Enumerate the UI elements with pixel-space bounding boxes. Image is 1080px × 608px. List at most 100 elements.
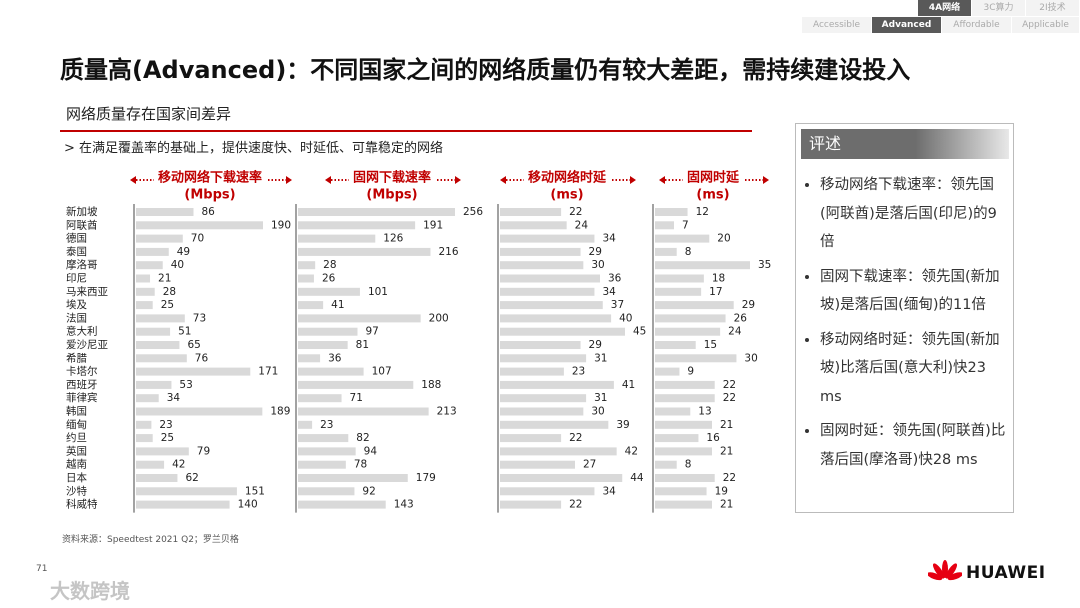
bar [298,208,455,216]
value-label: 42 [172,459,185,471]
bar [136,287,155,296]
value-label: 16 [706,432,720,444]
value-label: 30 [591,406,604,418]
value-label: 30 [744,352,757,364]
bar [298,434,349,443]
value-label: 97 [365,326,378,338]
bar [655,380,715,389]
bar [298,474,408,482]
bar [298,274,314,283]
bar [500,301,603,310]
value-label: 140 [238,499,258,511]
bar [136,500,230,509]
bar [655,500,712,509]
value-label: 31 [594,392,607,404]
bar [298,221,416,230]
value-label: 35 [758,259,771,271]
value-label: 34 [602,485,616,497]
bar [655,434,699,443]
value-label: 70 [191,233,204,245]
value-label: 31 [594,352,607,364]
bar [298,247,431,256]
header-arrow [455,176,462,184]
chart-title: 移动网络时延 [528,170,607,186]
bar [500,234,595,243]
category-label: 越南 [66,458,87,471]
bar [298,327,358,336]
bar [298,367,364,376]
value-label: 23 [159,419,172,431]
category-label: 摩洛哥 [66,258,98,271]
bar [655,367,680,376]
value-label: 21 [720,445,733,457]
comment-item: 固网时延：领先国(阿联酋)比落后国(摩洛哥)快28 ms [820,417,1007,474]
bar [500,380,614,389]
logo: HUAWEI [966,563,1046,583]
header-arrow [286,176,293,184]
nav-tab[interactable]: 2I技术 [1026,0,1080,16]
bar [500,287,595,296]
bar [136,407,263,416]
bar [136,327,171,336]
bar [136,234,183,243]
category-label: 马来西亚 [66,286,108,298]
page-number: 71 [36,564,48,574]
section-title: 网络质量存在国家间差异 [66,105,232,123]
bar [655,447,712,456]
bar [298,314,421,323]
value-label: 94 [364,445,378,457]
header-arrow [630,176,637,184]
nav-subtab[interactable]: Applicable [1012,17,1080,33]
value-label: 82 [356,432,369,444]
bar [298,500,386,509]
title: 质量高(Advanced)：不同国家之间的网络质量仍有较大差距，需持续建设投入 [60,56,911,84]
value-label: 28 [323,259,336,271]
value-label: 73 [193,312,206,324]
category-label: 菲律宾 [66,391,98,404]
value-label: 8 [685,459,692,471]
bar [655,420,712,429]
bar [298,460,346,469]
bar [136,447,189,456]
chart-unit: (Mbps) [184,188,235,203]
bar [500,394,587,403]
bar [500,261,584,270]
nav-subtab[interactable]: Accessible [802,17,872,33]
bar [500,420,609,429]
bar [655,261,750,270]
header-arrow [499,176,506,184]
bar [298,447,356,456]
bar [136,460,165,469]
value-label: 7 [682,219,689,231]
nav-tab[interactable]: 4A网络 [918,0,972,16]
nav-subtab[interactable]: Advanced [872,17,942,33]
value-label: 12 [696,206,709,218]
value-label: 8 [685,246,692,258]
value-label: 24 [728,326,742,338]
nav-subtab[interactable]: Affordable [942,17,1012,33]
chart-unit: (ms) [696,188,729,203]
bar [298,341,348,349]
value-label: 26 [734,312,748,324]
nav-tab[interactable]: 3C算力 [972,0,1026,16]
bar [655,221,674,230]
bar [500,354,587,363]
bar [136,274,151,283]
value-label: 29 [589,339,602,351]
bar [500,314,612,323]
value-label: 25 [161,432,174,444]
bar [298,394,342,403]
value-label: 65 [187,339,200,351]
value-label: 21 [158,273,171,285]
bar [298,487,355,496]
bar [655,327,721,336]
category-label: 印尼 [66,273,87,285]
category-label: 埃及 [66,298,87,311]
value-label: 40 [619,312,632,324]
value-label: 37 [611,299,624,311]
bar [136,261,163,270]
bar [298,301,324,310]
category-label: 卡塔尔 [66,365,98,378]
value-label: 17 [709,286,722,298]
